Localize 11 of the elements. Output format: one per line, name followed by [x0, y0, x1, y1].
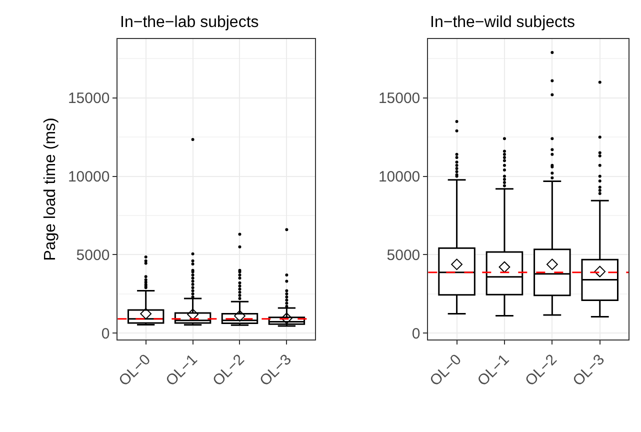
chart-title: In−the−wild subjects — [430, 14, 575, 31]
y-tick-label: 10000 — [378, 168, 420, 186]
y-tick-label: 15000 — [68, 90, 110, 108]
y-tick-label: 5000 — [386, 246, 420, 264]
y-tick-label: 5000 — [76, 246, 110, 264]
y-tick-label: 15000 — [378, 90, 420, 108]
y-tick-label: 10000 — [68, 168, 110, 186]
y-tick-label: 0 — [101, 325, 110, 342]
y-tick-label: 0 — [412, 325, 420, 342]
chart-title: In−the−lab subjects — [120, 14, 259, 31]
y-axis-title: Page load time (ms) — [42, 118, 59, 261]
